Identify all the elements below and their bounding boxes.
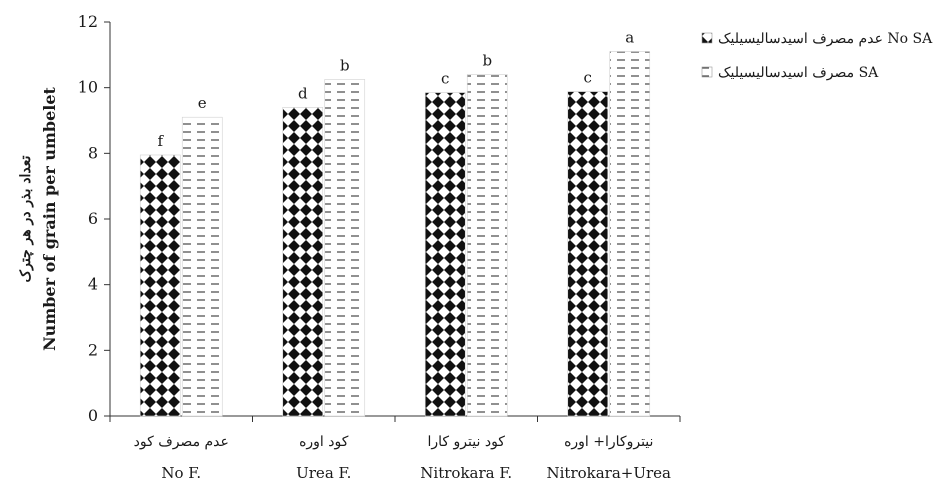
y-tick-label: 4 — [88, 275, 98, 294]
legend-swatch-sa — [701, 66, 713, 78]
bar-significance-label: c — [584, 69, 592, 87]
bar-no-sa — [424, 92, 466, 417]
bar-significance-label: d — [298, 84, 308, 102]
bar-no-sa — [139, 154, 181, 417]
bar-no-sa — [567, 91, 609, 417]
y-axis-label-en: Number of grain per umbelet — [40, 86, 59, 351]
bar-no-sa — [282, 107, 324, 417]
bar-sa — [609, 51, 651, 417]
bar-significance-label: b — [340, 56, 350, 74]
x-tick-label-en: Nitrokara F. — [420, 464, 512, 482]
x-tick-label-fa: عدم مصرف کود — [134, 434, 229, 450]
y-tick-label: 2 — [88, 340, 98, 359]
y-tick-label: 12 — [78, 12, 98, 31]
legend-label: مصرف اسیدسالیسیلیک SA — [718, 65, 879, 81]
legend-swatch-no-sa — [701, 32, 713, 44]
x-tick-label-en: Urea F. — [296, 464, 351, 482]
y-tick-label: 8 — [88, 143, 98, 162]
bar-significance-label: f — [157, 132, 164, 150]
bar-significance-label: e — [198, 94, 207, 112]
legend-label: عدم مصرف اسیدسالیسیلیک No SA — [718, 31, 933, 47]
y-tick-label: 6 — [88, 209, 98, 228]
x-tick-label-en: No F. — [161, 464, 201, 482]
bar-significance-label: c — [441, 70, 449, 88]
x-tick-label-fa: کود نیترو کارا — [428, 434, 506, 450]
x-tick-label-en: Nitrokara+Urea — [547, 464, 672, 482]
y-axis-label-fa: تعداد بذر در هر چترک — [18, 155, 34, 282]
x-tick-label-fa: نیتروکارا+ اوره — [564, 434, 653, 450]
x-tick-label-fa: کود اوره — [299, 434, 349, 450]
bar-sa — [324, 79, 366, 417]
bar-significance-label: a — [625, 29, 634, 47]
bar-sa — [466, 74, 508, 417]
bar-sa — [181, 116, 223, 417]
y-tick-label: 10 — [78, 78, 98, 97]
bar-significance-label: b — [482, 52, 492, 70]
y-tick-label: 0 — [88, 406, 98, 425]
